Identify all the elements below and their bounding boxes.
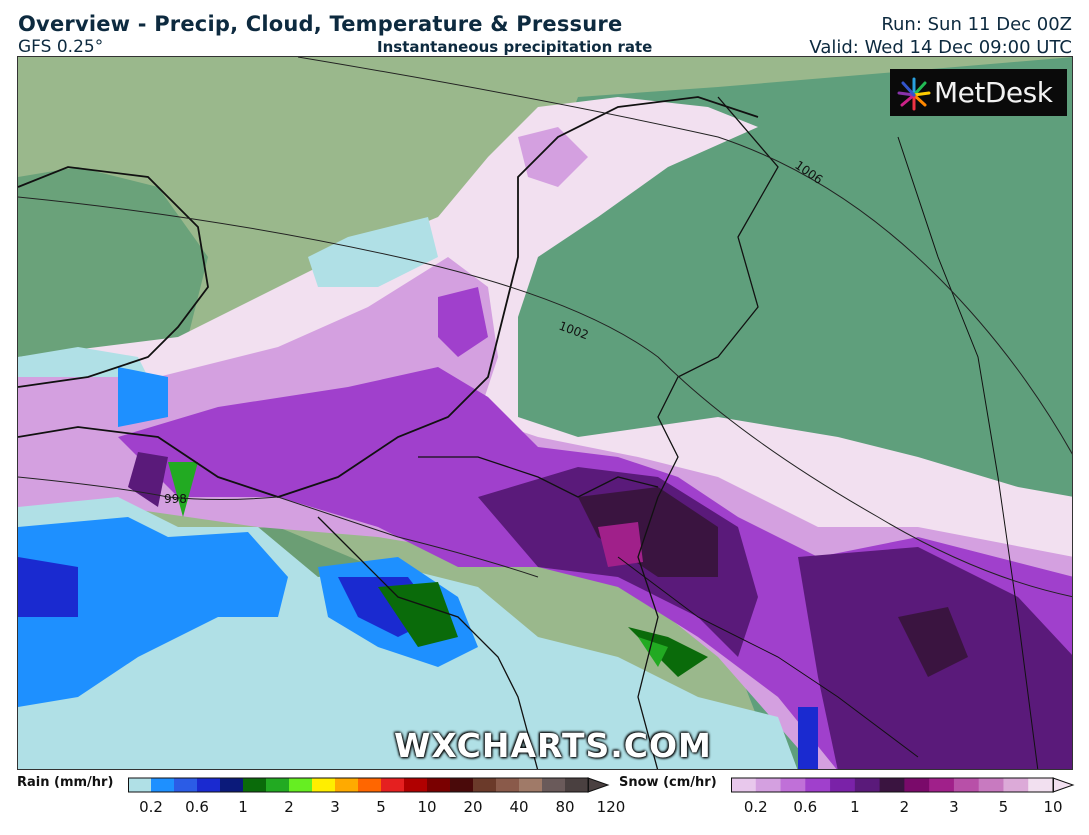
watermark: WXCHARTS.COM bbox=[394, 726, 712, 765]
colorbar-segment bbox=[197, 778, 221, 792]
border-line-5 bbox=[617, 556, 919, 758]
colorbar-segment bbox=[978, 778, 1004, 792]
colorbar-segment bbox=[473, 778, 497, 792]
isobar-1006 bbox=[297, 57, 1072, 455]
rain-green-cell-east bbox=[638, 637, 668, 667]
coastline-uk bbox=[18, 166, 209, 388]
snow-tick-label: 0.6 bbox=[793, 798, 818, 816]
coastline-continent bbox=[18, 96, 759, 498]
snow-colorbar bbox=[731, 777, 1075, 793]
rain-tick-label: 40 bbox=[509, 798, 529, 816]
snow-tick-label: 3 bbox=[949, 798, 959, 816]
chart-subtitle: Instantaneous precipitation rate bbox=[377, 38, 653, 56]
colorbar-extend-arrow bbox=[587, 777, 610, 793]
precip-map[interactable]: 1006 1002 998 bbox=[17, 56, 1073, 770]
run-time: Run: Sun 11 Dec 00Z bbox=[881, 14, 1072, 35]
colorbar-segment bbox=[381, 778, 405, 792]
colorbar-segment bbox=[450, 778, 474, 792]
colorbar-segment bbox=[879, 778, 905, 792]
colorbar-segment bbox=[1003, 778, 1029, 792]
rain-tick-label: 120 bbox=[596, 798, 626, 816]
snow-tick-label: 1 bbox=[850, 798, 860, 816]
rain-green-cell bbox=[168, 462, 198, 517]
chart-title: Overview - Precip, Cloud, Temperature & … bbox=[18, 12, 623, 36]
border-line-2 bbox=[637, 496, 659, 769]
colorbar-segment bbox=[731, 778, 757, 792]
colorbar-segment bbox=[404, 778, 428, 792]
colorbar-segment bbox=[289, 778, 313, 792]
colorbar-extend-arrow bbox=[1052, 777, 1075, 793]
colorbar-segment bbox=[151, 778, 175, 792]
colorbar-segment bbox=[780, 778, 806, 792]
rain-moderate-uk bbox=[118, 367, 168, 427]
map-canvas: 1006 1002 998 bbox=[18, 57, 1072, 769]
rain-very-heavy-east bbox=[628, 627, 708, 677]
colorbar-segment bbox=[496, 778, 520, 792]
rain-tick-label: 80 bbox=[555, 798, 575, 816]
colorbar-segment bbox=[358, 778, 382, 792]
colorbar-segment bbox=[1028, 778, 1054, 792]
colorbar-segment bbox=[830, 778, 856, 792]
isobar-998 bbox=[18, 476, 539, 578]
snow-tick-label: 2 bbox=[899, 798, 910, 816]
colorbar-segment bbox=[542, 778, 566, 792]
border-line-4 bbox=[317, 516, 539, 769]
rain-colorbar bbox=[128, 777, 610, 793]
colorbar-segment bbox=[174, 778, 198, 792]
colorbar-segment bbox=[128, 778, 152, 792]
rain-legend-title: Rain (mm/hr) bbox=[17, 775, 114, 790]
rain-tick-label: 0.2 bbox=[139, 798, 163, 816]
colorbar-segment bbox=[220, 778, 244, 792]
snow-tick-label: 5 bbox=[998, 798, 1009, 816]
colorbar-outline bbox=[731, 777, 1054, 793]
snow-core-west bbox=[128, 452, 168, 507]
colorbar-segment bbox=[755, 778, 782, 792]
colorbar-segment bbox=[854, 778, 881, 792]
model-label: GFS 0.25° bbox=[18, 37, 104, 57]
snow-tick-label: 0.2 bbox=[743, 798, 768, 816]
rain-tick-label: 20 bbox=[463, 798, 483, 816]
snow-medium-north bbox=[518, 127, 588, 187]
isobar-label-998: 998 bbox=[164, 492, 187, 506]
snow-legend-title: Snow (cm/hr) bbox=[619, 775, 717, 790]
snow-light bbox=[18, 97, 1072, 657]
logo-text: MetDesk bbox=[934, 76, 1053, 109]
colorbar-segment bbox=[243, 778, 267, 792]
rain-heavy-south bbox=[798, 707, 818, 769]
colorbar-segment bbox=[904, 778, 930, 792]
snow-extreme bbox=[578, 487, 718, 577]
border-line-6 bbox=[897, 136, 1039, 769]
colorbar-segment bbox=[565, 778, 589, 792]
snow-tick-label: 10 bbox=[1043, 798, 1063, 816]
border-line-1 bbox=[657, 96, 779, 498]
colorbar-segment bbox=[805, 778, 831, 792]
snow-extreme-east bbox=[898, 607, 968, 677]
rain-very-heavy bbox=[378, 582, 458, 647]
rain-heavy-west bbox=[18, 557, 78, 617]
valid-time: Valid: Wed 14 Dec 09:00 UTC bbox=[809, 37, 1072, 58]
snow-heavy-core bbox=[438, 287, 488, 357]
metdesk-logo: MetDesk bbox=[890, 69, 1067, 116]
logo-burst-icon bbox=[897, 77, 931, 111]
rain-tick-label: 10 bbox=[417, 798, 437, 816]
colorbar-segment bbox=[266, 778, 290, 792]
rain-tick-label: 5 bbox=[376, 798, 386, 816]
colorbar-segment bbox=[953, 778, 980, 792]
colorbar-outline bbox=[128, 777, 589, 793]
rain-tick-label: 3 bbox=[330, 798, 340, 816]
colorbar-segment bbox=[427, 778, 451, 792]
rain-tick-label: 2 bbox=[284, 798, 294, 816]
rain-moderate-west bbox=[18, 517, 288, 707]
colorbar-segment bbox=[335, 778, 359, 792]
colorbar-segment bbox=[519, 778, 543, 792]
isobar-1002 bbox=[18, 196, 1072, 598]
snow-peak bbox=[598, 522, 643, 567]
rain-tick-label: 1 bbox=[238, 798, 248, 816]
rain-tick-label: 0.6 bbox=[185, 798, 209, 816]
colorbar-segment bbox=[312, 778, 336, 792]
border-line-3 bbox=[418, 456, 659, 498]
colorbar-segment bbox=[929, 778, 955, 792]
